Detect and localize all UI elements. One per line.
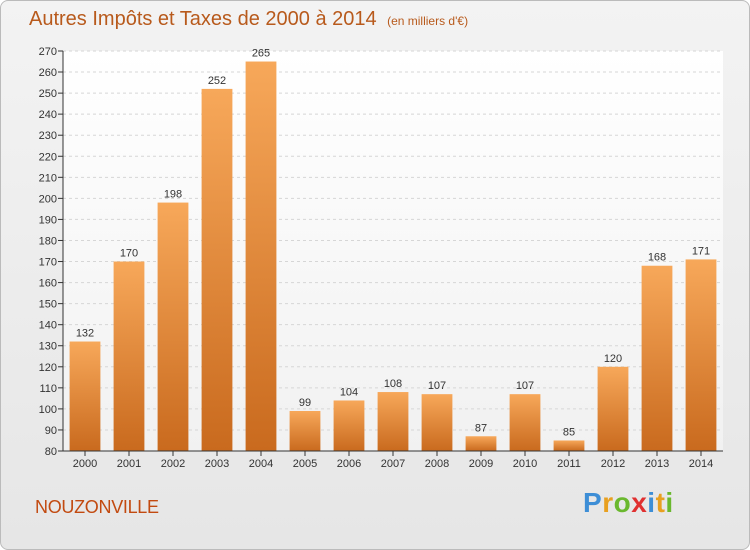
brand-letter: t (655, 487, 666, 518)
x-tick-label: 2002 (161, 458, 185, 470)
y-tick-label: 160 (39, 278, 57, 290)
x-tick-label: 2011 (557, 458, 581, 470)
bar (509, 394, 541, 451)
brand-letter: x (631, 487, 648, 518)
bar (641, 265, 673, 451)
bar-value-label: 108 (384, 378, 402, 390)
bar (377, 392, 409, 451)
bar-value-label: 87 (475, 422, 487, 434)
bar-value-label: 171 (692, 245, 710, 257)
y-tick-label: 150 (39, 299, 57, 311)
x-tick-label: 2005 (293, 458, 317, 470)
y-tick-label: 180 (39, 235, 57, 247)
x-tick-label: 2010 (513, 458, 537, 470)
bar (685, 259, 717, 451)
bar (157, 202, 189, 451)
x-tick-label: 2012 (601, 458, 625, 470)
bar (333, 400, 365, 451)
brand-letter: i (665, 487, 674, 518)
bar-value-label: 99 (299, 397, 311, 409)
bar-value-label: 252 (208, 75, 226, 87)
bar-value-label: 104 (340, 386, 358, 398)
y-tick-label: 190 (39, 214, 57, 226)
bar (113, 261, 145, 451)
y-tick-label: 210 (39, 172, 57, 184)
x-tick-label: 2008 (425, 458, 449, 470)
bar-value-label: 265 (252, 48, 270, 60)
bar (421, 394, 453, 451)
bar-value-label: 170 (120, 248, 138, 260)
bar-value-label: 198 (164, 189, 182, 201)
y-tick-label: 240 (39, 109, 57, 121)
x-tick-label: 2007 (381, 458, 405, 470)
chart-header: Autres Impôts et Taxes de 2000 à 2014 (e… (29, 8, 468, 31)
y-tick-label: 250 (39, 88, 57, 100)
bar-value-label: 107 (516, 380, 534, 392)
x-tick-label: 2003 (205, 458, 229, 470)
bar-value-label: 85 (563, 426, 575, 438)
y-tick-label: 220 (39, 151, 57, 163)
bar (465, 436, 497, 451)
chart-unit: (en milliers d'€) (387, 14, 469, 28)
y-tick-label: 110 (39, 383, 57, 395)
bar-value-label: 107 (428, 380, 446, 392)
y-tick-label: 200 (39, 193, 57, 205)
chart-title: Autres Impôts et Taxes de 2000 à 2014 (29, 8, 377, 30)
brand-letter: P (583, 487, 603, 518)
y-tick-label: 120 (39, 362, 57, 374)
x-tick-label: 2009 (469, 458, 493, 470)
y-tick-label: 90 (45, 425, 57, 437)
y-tick-label: 170 (39, 257, 57, 269)
brand-logo: Proxiti (583, 487, 674, 519)
x-tick-label: 2000 (73, 458, 97, 470)
bar (597, 366, 629, 451)
x-tick-label: 2014 (689, 458, 713, 470)
y-tick-label: 260 (39, 67, 57, 79)
bar (553, 440, 585, 451)
brand-letter: o (613, 487, 632, 518)
bar-value-label: 168 (648, 252, 666, 264)
y-tick-label: 80 (45, 446, 57, 458)
y-tick-label: 230 (39, 130, 57, 142)
y-tick-label: 130 (39, 341, 57, 353)
bar-value-label: 120 (604, 353, 622, 365)
x-tick-label: 2004 (249, 458, 273, 470)
bar (201, 88, 233, 451)
x-tick-label: 2001 (117, 458, 141, 470)
bar (245, 61, 277, 452)
bar (289, 411, 321, 451)
bar (69, 341, 101, 451)
y-tick-label: 140 (39, 320, 57, 332)
x-tick-label: 2006 (337, 458, 361, 470)
y-tick-label: 100 (39, 404, 57, 416)
x-tick-label: 2013 (645, 458, 669, 470)
bar-value-label: 132 (76, 328, 94, 340)
commune-name: NOUZONVILLE (35, 497, 159, 517)
brand-letter: r (602, 487, 614, 518)
brand-letter: i (647, 487, 656, 518)
y-tick-label: 270 (39, 46, 57, 58)
